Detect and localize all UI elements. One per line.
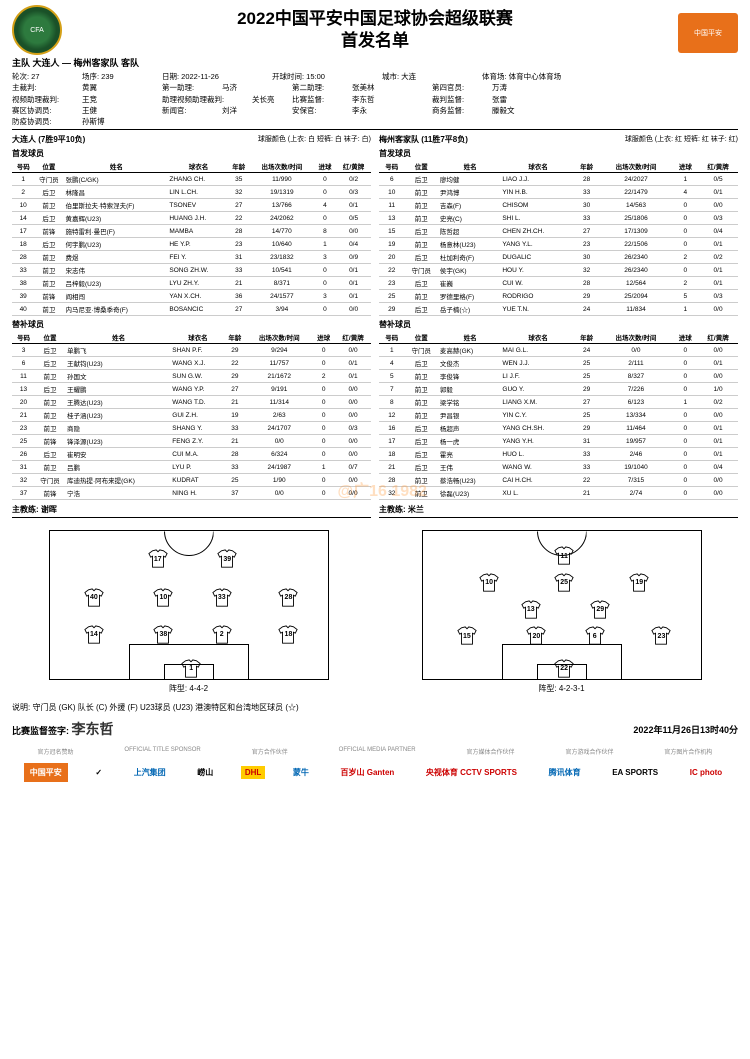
table-row: 37前锋宁浩NING H.370/000/0 xyxy=(12,487,371,500)
sponsor-logo: ✓ xyxy=(91,766,106,779)
jersey-icon: 20 xyxy=(525,626,547,646)
jersey-icon: 33 xyxy=(211,588,233,608)
away-starters-table: 号码位置姓名球衣名年龄出场次数/时间进球红/黄牌6后卫廖均健LIAO J.J.2… xyxy=(379,160,738,316)
table-row: 32前卫徐磊(U23)XU L.212/7400/0 xyxy=(379,487,738,500)
jersey-icon: 25 xyxy=(553,573,575,593)
signature-row: 比赛监督签字: 李东哲 2022年11月26日13时40分 xyxy=(12,719,738,739)
table-row: 6后卫王献钧(U23)WANG X.J.2211/75700/1 xyxy=(12,357,371,370)
jersey-icon: 14 xyxy=(83,625,105,645)
table-row: 25前锋锋泽源(U23)FENG Z.Y.210/000/0 xyxy=(12,435,371,448)
sponsor-logo: 崂山 xyxy=(193,765,217,780)
table-row: 23后卫崔巍CUI W.2812/56420/1 xyxy=(379,277,738,290)
table-row: 19前卫杨意林(U23)YANG Y.L.2322/150600/1 xyxy=(379,238,738,251)
legend: 说明: 守门员 (GK) 队长 (C) 外援 (F) U23球员 (U23) 港… xyxy=(12,702,738,713)
table-row: 15后卫陈哲超CHEN ZH.CH.2717/130900/4 xyxy=(379,225,738,238)
away-column: 梅州客家队 (11胜7平8负)球服颜色 (上衣: 红 短裤: 红 袜子: 红) … xyxy=(379,134,738,522)
jersey-icon: 40 xyxy=(83,588,105,608)
table-row: 38前卫吕梓毅(U23)LYU ZH.Y.218/37100/1 xyxy=(12,277,371,290)
match-info: 轮次: 27 场序: 239 日期: 2022-11-26 开球时间: 15:0… xyxy=(12,71,738,130)
table-row: 7前卫郭毅GUO Y.297/22601/0 xyxy=(379,383,738,396)
teams-line: 主队 大连人 — 梅州客家队 客队 xyxy=(12,56,738,69)
table-row: 11前卫孙国文SUN G.W.2921/167220/1 xyxy=(12,370,371,383)
table-row: 29后卫岳子楠(☆)YUE T.N.2411/83410/0 xyxy=(379,303,738,316)
sponsor-logo: EA SPORTS xyxy=(608,766,662,779)
jersey-icon: 1 xyxy=(180,659,202,679)
table-row: 31前卫吕鹏LYU P.3324/198710/7 xyxy=(12,461,371,474)
jersey-icon: 15 xyxy=(456,626,478,646)
jersey-icon: 17 xyxy=(147,549,169,569)
sponsors: 官方冠名赞助OFFICIAL TITLE SPONSOR官方合作伙伴OFFICI… xyxy=(12,747,738,786)
jersey-icon: 19 xyxy=(628,573,650,593)
table-row: 16后卫杨超声YANG CH.SH.2911/46400/1 xyxy=(379,422,738,435)
sponsor-logo: 上汽集团 xyxy=(130,765,170,780)
table-row: 18后卫霍亮HUO L.332/4600/1 xyxy=(379,448,738,461)
table-row: 12前卫尹昌银YIN C.Y.2513/33400/0 xyxy=(379,409,738,422)
table-row: 32守门员库迪热提·阿布来提(GK)KUDRAT251/9000/0 xyxy=(12,474,371,487)
table-row: 28前卫蔡浩畅(U23)CAI H.CH.227/31500/0 xyxy=(379,474,738,487)
sponsor-logo: 中国平安 xyxy=(678,13,738,53)
table-row: 22守门员侯宇(GK)HOU Y.3226/234000/1 xyxy=(379,264,738,277)
table-row: 28前卫费煜FEI Y.3123/183230/9 xyxy=(12,251,371,264)
table-row: 39前锋阎相闯YAN X.CH.3624/157730/1 xyxy=(12,290,371,303)
jersey-icon: 22 xyxy=(553,659,575,679)
jersey-icon: 38 xyxy=(152,625,174,645)
jersey-icon: 2 xyxy=(211,625,233,645)
sponsor-logo: 腾讯体育 xyxy=(545,765,585,780)
jersey-icon: 29 xyxy=(589,600,611,620)
sponsor-logo: 央视体育 CCTV SPORTS xyxy=(422,765,521,780)
table-row: 17前锋施特雷利·曼巴(F)MAMBA2814/77080/0 xyxy=(12,225,371,238)
sponsor-logo: DHL xyxy=(241,766,265,779)
table-row: 8前卫梁学铭LIANG X.M.276/12310/2 xyxy=(379,396,738,409)
table-row: 23前卫商隐SHANG Y.3324/170700/3 xyxy=(12,422,371,435)
away-formation: 111025191329152062322 阵型: 4-2-3-1 xyxy=(385,530,738,694)
table-row: 17后卫杨一虎YANG Y.H.3119/95700/1 xyxy=(379,435,738,448)
jersey-icon: 39 xyxy=(216,549,238,569)
jersey-icon: 18 xyxy=(277,625,299,645)
table-row: 14后卫黄嘉辉(U23)HUANG J.H.2224/206200/5 xyxy=(12,212,371,225)
away-subs-table: 号码位置姓名球衣名年龄出场次数/时间进球红/黄牌1守门员麦高赫(GK)MAI G… xyxy=(379,331,738,500)
home-subs-table: 号码位置姓名球衣名年龄出场次数/时间进球红/黄牌3后卫单鹏飞SHAN P.F.2… xyxy=(12,331,371,500)
table-row: 20前卫王腾达(U23)WANG T.D.2111/31400/0 xyxy=(12,396,371,409)
table-row: 13前卫史亮(C)SHI L.3325/180600/3 xyxy=(379,212,738,225)
table-row: 3后卫单鹏飞SHAN P.F.299/29400/0 xyxy=(12,344,371,357)
page-title: 2022中国平安中国足球协会超级联赛 首发名单 xyxy=(237,8,513,52)
sponsor-logo: IC photo xyxy=(686,766,726,779)
table-row: 33前卫宋志伟SONG ZH.W.3310/54100/1 xyxy=(12,264,371,277)
table-row: 11前卫吉森(F)CHISOM3014/56300/0 xyxy=(379,199,738,212)
jersey-icon: 10 xyxy=(152,588,174,608)
table-row: 10前卫尹鸿博YIN H.B.3322/147940/1 xyxy=(379,186,738,199)
jersey-icon: 28 xyxy=(277,588,299,608)
table-row: 6后卫廖均健LIAO J.J.2824/202710/5 xyxy=(379,173,738,186)
table-row: 20后卫杜加利奇(F)DUGALIC3026/234020/2 xyxy=(379,251,738,264)
table-row: 21前卫桂子涵(U23)GUI Z.H.192/6300/0 xyxy=(12,409,371,422)
jersey-icon: 6 xyxy=(584,626,606,646)
jersey-icon: 23 xyxy=(650,626,672,646)
table-row: 13后卫王耀鹏WANG Y.P.279/19100/0 xyxy=(12,383,371,396)
table-row: 25前卫罗德里格(F)RODRIGO2925/209450/3 xyxy=(379,290,738,303)
cfa-logo: CFA xyxy=(12,5,62,55)
table-row: 18后卫何宇鹏(U23)HE Y.P.2310/64010/4 xyxy=(12,238,371,251)
sponsor-logo: 中国平安 xyxy=(24,763,68,782)
table-row: 5前卫李俊锋LI J.F.258/32700/0 xyxy=(379,370,738,383)
table-row: 4后卫文俊杰WEN J.J.252/11100/1 xyxy=(379,357,738,370)
table-row: 21后卫王伟WANG W.3319/104000/4 xyxy=(379,461,738,474)
jersey-icon: 13 xyxy=(520,600,542,620)
table-row: 1守门员麦高赫(GK)MAI G.L.240/000/0 xyxy=(379,344,738,357)
table-row: 2后卫林隆昌LIN L.CH.3219/131900/3 xyxy=(12,186,371,199)
table-row: 10前卫伯里斯拉夫·特索涅夫(F)TSONEV2713/76640/1 xyxy=(12,199,371,212)
sponsor-logo: 蒙牛 xyxy=(289,765,313,780)
jersey-icon: 11 xyxy=(553,546,575,566)
table-row: 1守门员张鹏(C/GK)ZHANG CH.3511/99000/2 xyxy=(12,173,371,186)
home-formation: 17394010332814382181 阵型: 4-4-2 xyxy=(12,530,365,694)
home-starters-table: 号码位置姓名球衣名年龄出场次数/时间进球红/黄牌1守门员张鹏(C/GK)ZHAN… xyxy=(12,160,371,316)
home-column: 大连人 (7胜9平10负)球服颜色 (上衣: 白 短裤: 白 袜子: 白) 首发… xyxy=(12,134,371,522)
table-row: 26后卫崔明安CUI M.A.286/32400/0 xyxy=(12,448,371,461)
sponsor-logo: 百岁山 Ganten xyxy=(337,765,399,780)
table-row: 40前卫内马尼亚·博桑季奇(F)BOSANCIC273/9400/0 xyxy=(12,303,371,316)
jersey-icon: 10 xyxy=(478,573,500,593)
